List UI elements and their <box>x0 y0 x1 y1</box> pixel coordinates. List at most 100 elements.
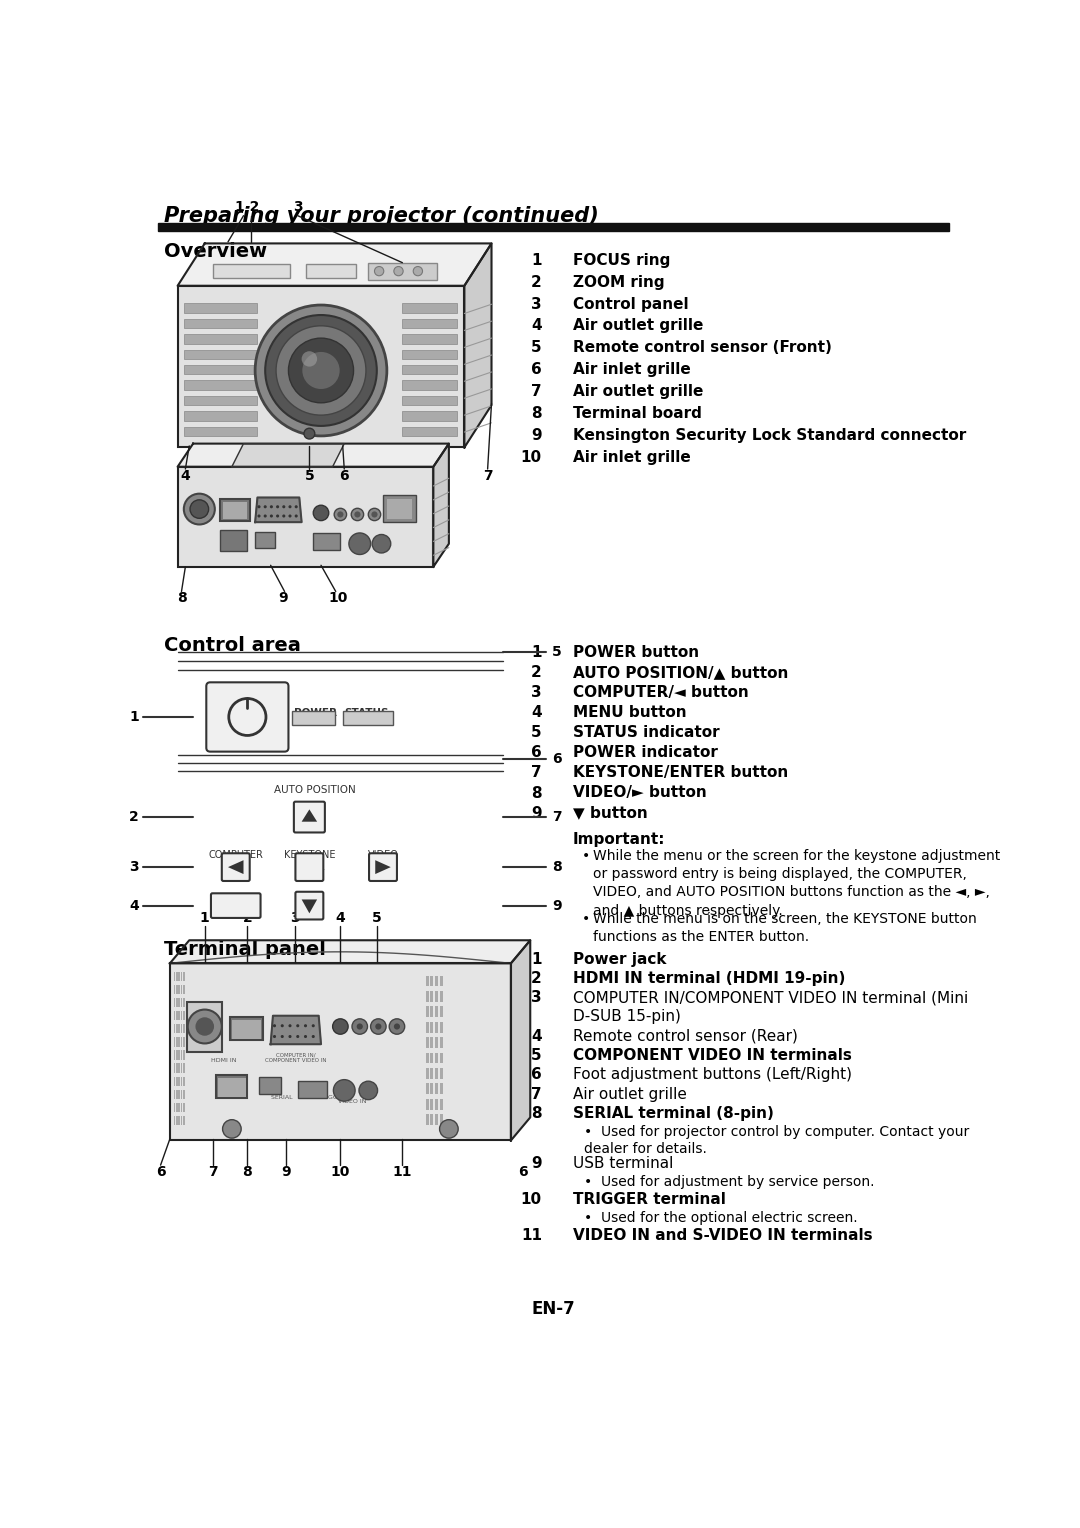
Bar <box>440 992 443 1002</box>
Text: 4: 4 <box>531 318 542 333</box>
Bar <box>176 1038 177 1047</box>
Bar <box>426 1007 429 1018</box>
Circle shape <box>368 509 380 521</box>
Bar <box>187 1002 221 1051</box>
Bar <box>220 530 247 552</box>
Bar <box>387 500 411 520</box>
Text: 10: 10 <box>328 591 348 605</box>
Text: ENTER: ENTER <box>294 863 325 871</box>
Text: POWER button: POWER button <box>572 645 699 660</box>
Bar <box>178 1089 180 1099</box>
Bar <box>174 1050 175 1059</box>
Text: COMPONENT VIDEO IN terminals: COMPONENT VIDEO IN terminals <box>572 1048 852 1063</box>
Text: While the menu is on the screen, the KEYSTONE button
functions as the ENTER butt: While the menu is on the screen, the KEY… <box>593 912 976 944</box>
Text: VIDEO IN and S-VIDEO IN terminals: VIDEO IN and S-VIDEO IN terminals <box>572 1229 873 1244</box>
Text: 6: 6 <box>156 1166 165 1180</box>
Text: 1 2: 1 2 <box>235 200 259 214</box>
Polygon shape <box>301 810 318 822</box>
Text: FOCUS ring: FOCUS ring <box>572 252 671 267</box>
Bar <box>170 963 511 1140</box>
Bar <box>183 1012 185 1021</box>
Polygon shape <box>177 243 491 286</box>
Circle shape <box>312 1034 314 1038</box>
Circle shape <box>352 1019 367 1034</box>
Bar <box>426 992 429 1002</box>
Text: 11: 11 <box>393 1166 413 1180</box>
Bar <box>403 350 457 359</box>
Text: 2: 2 <box>531 275 542 290</box>
FancyBboxPatch shape <box>296 853 323 882</box>
Bar <box>293 711 335 724</box>
FancyBboxPatch shape <box>221 853 249 882</box>
Bar <box>178 1024 180 1033</box>
Bar <box>178 998 180 1007</box>
Bar <box>180 998 183 1007</box>
Bar <box>313 533 340 550</box>
Text: Control area: Control area <box>164 636 301 656</box>
Bar <box>232 1021 261 1039</box>
Bar <box>435 1053 438 1063</box>
Text: 7: 7 <box>531 1086 542 1102</box>
Circle shape <box>295 515 298 518</box>
Circle shape <box>188 1010 221 1044</box>
Bar <box>430 992 433 1002</box>
Bar <box>435 1099 438 1109</box>
Text: 4: 4 <box>336 911 346 924</box>
Bar <box>180 1038 183 1047</box>
Bar <box>426 1083 429 1094</box>
Text: VIDEO/► button: VIDEO/► button <box>572 785 706 801</box>
Polygon shape <box>301 900 318 914</box>
Bar <box>174 1012 175 1021</box>
Circle shape <box>389 1019 405 1034</box>
Bar <box>183 1063 185 1073</box>
Bar <box>176 998 177 1007</box>
Circle shape <box>337 512 343 518</box>
Text: •  Used for the optional electric screen.: • Used for the optional electric screen. <box>584 1212 859 1225</box>
Bar <box>180 1024 183 1033</box>
Bar <box>426 976 429 987</box>
Text: •: • <box>582 848 591 863</box>
Bar <box>178 1038 180 1047</box>
Text: SERIAL    USB: SERIAL USB <box>271 1096 313 1100</box>
Text: Kensington Security Lock Standard connector: Kensington Security Lock Standard connec… <box>572 428 967 443</box>
Bar <box>430 1038 433 1048</box>
FancyBboxPatch shape <box>369 853 397 882</box>
Text: 10: 10 <box>330 1166 350 1180</box>
FancyBboxPatch shape <box>296 892 323 920</box>
Text: 6: 6 <box>339 469 349 483</box>
Text: Remote control sensor (Front): Remote control sensor (Front) <box>572 341 832 356</box>
Text: 1: 1 <box>531 952 542 967</box>
Polygon shape <box>511 940 530 1140</box>
Text: 10: 10 <box>521 1192 542 1207</box>
Text: 1: 1 <box>130 711 139 724</box>
Bar <box>184 319 257 329</box>
Circle shape <box>288 338 353 403</box>
Bar <box>383 495 416 523</box>
Bar <box>176 986 177 995</box>
Bar <box>403 426 457 435</box>
Text: Important:: Important: <box>572 831 665 847</box>
Circle shape <box>372 512 378 518</box>
Text: Power jack: Power jack <box>572 952 666 967</box>
Bar <box>403 396 457 405</box>
Circle shape <box>303 428 314 439</box>
Polygon shape <box>232 443 345 466</box>
Polygon shape <box>271 1016 321 1044</box>
FancyBboxPatch shape <box>211 894 260 918</box>
Bar <box>367 263 437 280</box>
Text: 4: 4 <box>531 1028 542 1044</box>
Bar <box>440 1099 443 1109</box>
Bar <box>430 1022 433 1033</box>
Bar <box>403 304 457 313</box>
Text: Terminal board: Terminal board <box>572 406 702 422</box>
Text: •  Used for projector control by computer. Contact your
dealer for details.: • Used for projector control by computer… <box>584 1125 970 1157</box>
Text: 8: 8 <box>531 1106 542 1122</box>
Bar <box>403 365 457 374</box>
Circle shape <box>282 506 285 509</box>
Text: Air outlet grille: Air outlet grille <box>572 1086 687 1102</box>
Text: 1: 1 <box>200 911 210 924</box>
Circle shape <box>282 515 285 518</box>
Circle shape <box>276 506 279 509</box>
Bar <box>174 1024 175 1033</box>
Text: 8: 8 <box>531 785 542 801</box>
